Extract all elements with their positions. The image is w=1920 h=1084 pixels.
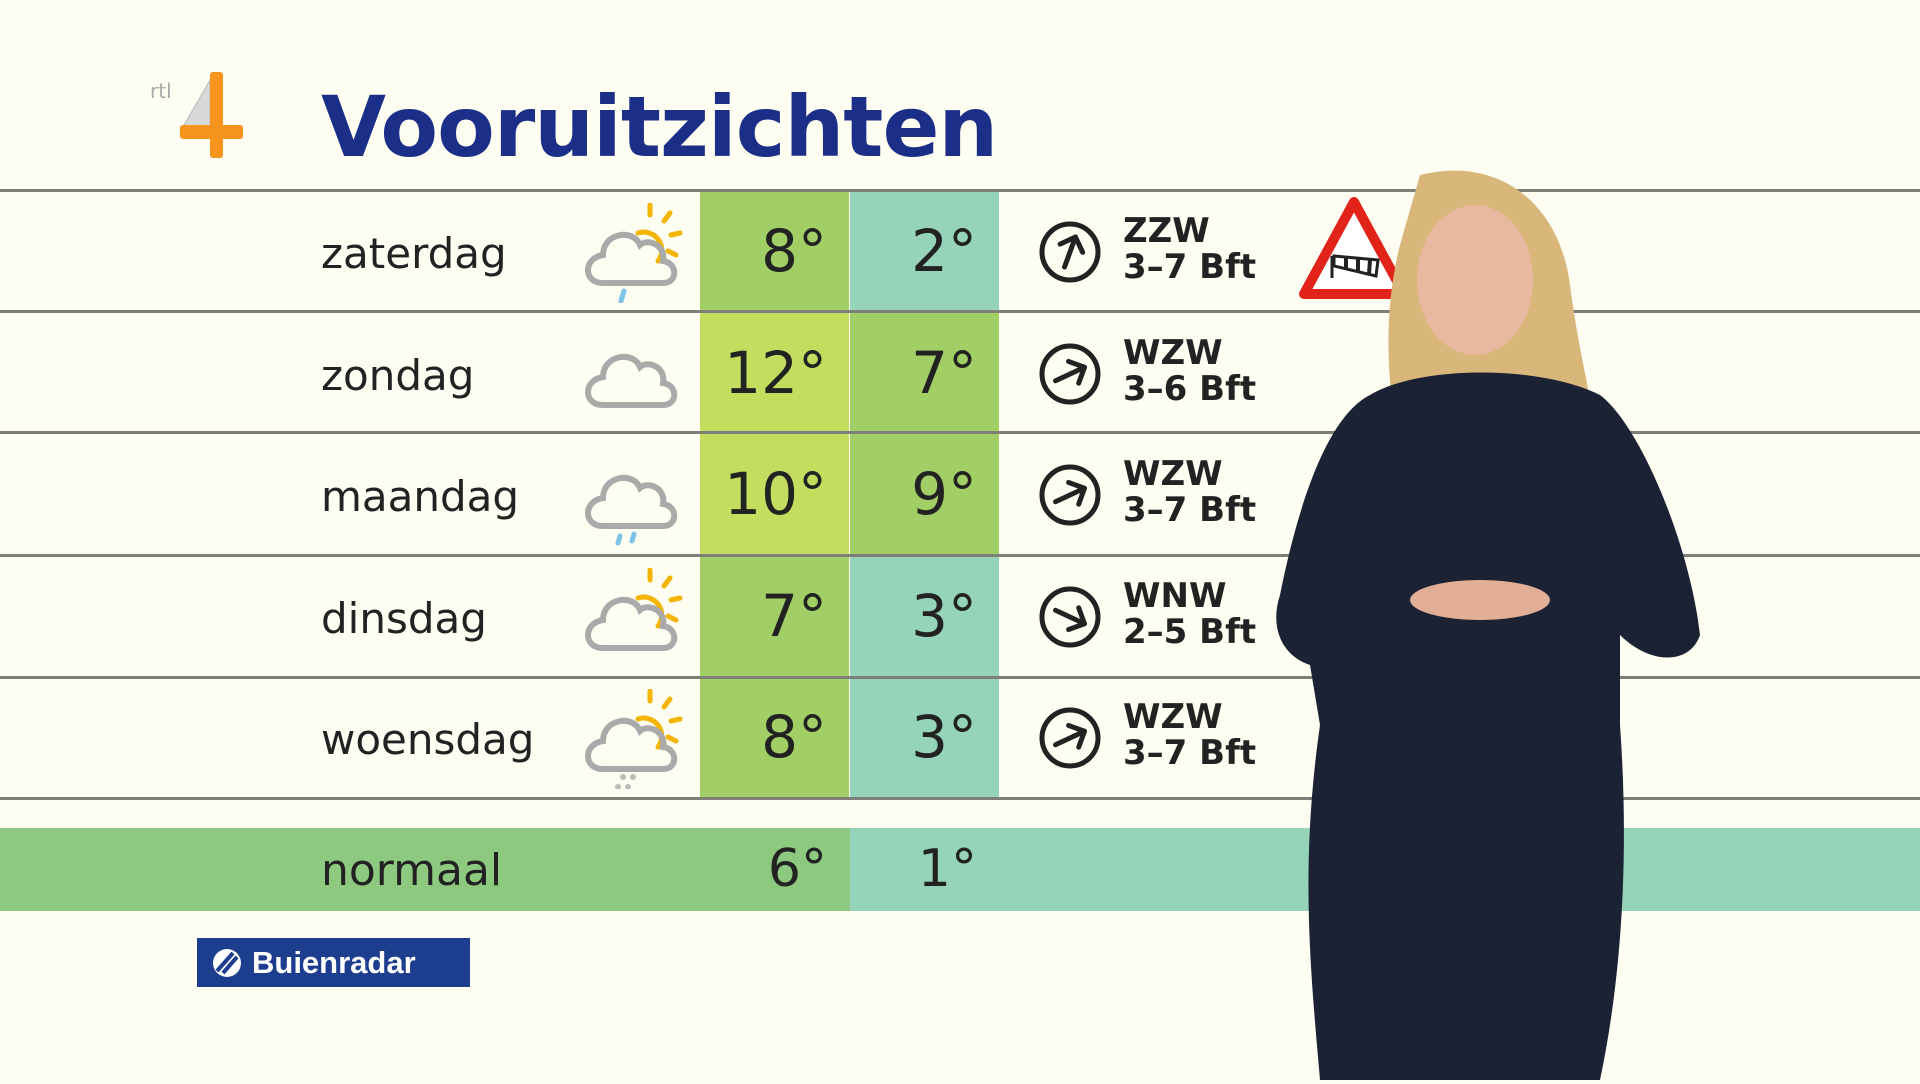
divider	[0, 676, 1920, 679]
cloud-icon	[585, 353, 678, 408]
wind-force: 2–5 Bft	[1123, 611, 1257, 652]
sun-cloud-hail-icon	[585, 689, 683, 790]
sun-cloud-rain-icon	[585, 203, 683, 303]
wind-warning-icon	[1298, 196, 1410, 300]
min-temp: 2°	[850, 191, 999, 312]
forecast-row: zondag 12° 7° WZW 3–6 Bft	[0, 312, 1920, 434]
forecast-row: maandag 10° 9° WZW 3–7 Bft	[0, 434, 1920, 556]
forecast-row: zaterdag 8° 2° ZZW 3–7 Bft	[0, 191, 1920, 312]
forecast-row: dinsdag 7° 3° WNW 2–5 Bft	[0, 555, 1920, 677]
normal-label: normaal	[321, 845, 503, 896]
wind-force: 3–7 Bft	[1123, 490, 1257, 531]
wind-direction: WZW	[1123, 697, 1223, 738]
divider	[0, 797, 1920, 800]
normal-band-green	[0, 828, 850, 911]
day-label: maandag	[321, 472, 520, 522]
wind-direction: WZW	[1123, 454, 1223, 495]
day-label: zondag	[321, 350, 475, 400]
wind-arrow-icon	[1039, 464, 1101, 526]
max-temp: 12°	[700, 312, 849, 434]
svg-text:rtl: rtl	[150, 79, 172, 103]
divider	[0, 554, 1920, 557]
max-temp: 10°	[700, 434, 849, 556]
buienradar-logo: Buienradar	[197, 938, 470, 987]
wind-direction: WNW	[1123, 575, 1227, 616]
day-label: zaterdag	[321, 229, 507, 278]
normal-min: 1°	[917, 839, 977, 899]
wind-info: WZW 3–7 Bft	[1123, 699, 1256, 771]
wind-direction: ZZW	[1123, 211, 1210, 251]
divider	[0, 431, 1920, 434]
wind-force: 3–7 Bft	[1123, 247, 1257, 287]
wind-arrow-icon	[1039, 221, 1101, 283]
sun-cloud-icon	[585, 567, 683, 651]
rtl4-logo: rtl	[150, 70, 245, 160]
page-title: Vooruitzichten	[321, 78, 998, 176]
forecast-row: woensdag 8° 3° WZW 3–7 Bft	[0, 677, 1920, 799]
day-label: woensdag	[321, 715, 535, 765]
wind-arrow-icon	[1039, 343, 1101, 405]
max-temp: 7°	[700, 555, 849, 677]
min-temp: 3°	[850, 677, 999, 799]
wind-arrow-icon	[1039, 707, 1101, 769]
min-temp: 9°	[850, 434, 999, 556]
wind-info: WZW 3–7 Bft	[1123, 456, 1256, 528]
divider	[0, 310, 1920, 313]
max-temp: 8°	[700, 677, 849, 799]
buienradar-icon	[213, 949, 241, 977]
wind-force: 3–6 Bft	[1123, 368, 1257, 409]
min-temp: 7°	[850, 312, 999, 434]
wind-direction: WZW	[1123, 332, 1223, 373]
divider	[0, 189, 1920, 192]
max-temp: 8°	[700, 191, 849, 312]
wind-info: WZW 3–6 Bft	[1123, 335, 1256, 407]
wind-info: WNW 2–5 Bft	[1123, 578, 1256, 650]
wind-info: ZZW 3–7 Bft	[1123, 213, 1256, 285]
wind-force: 3–7 Bft	[1123, 733, 1257, 774]
normal-max: 6°	[767, 839, 827, 899]
min-temp: 3°	[850, 555, 999, 677]
day-label: dinsdag	[321, 593, 487, 643]
wind-arrow-icon	[1039, 586, 1101, 648]
presenter	[1270, 165, 1710, 1080]
brand-name: Buienradar	[252, 945, 416, 980]
cloud-rain-icon	[585, 475, 678, 546]
